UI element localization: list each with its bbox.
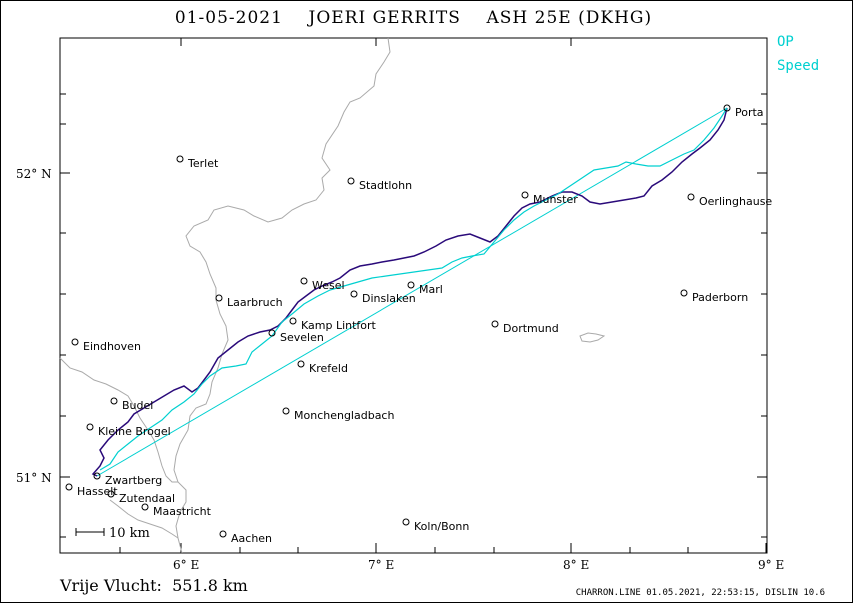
city-marker: Dortmund — [491, 320, 559, 335]
legend-op-label: OP — [777, 34, 794, 50]
city-label: Monchengladbach — [294, 409, 394, 422]
city-dot — [680, 289, 688, 297]
city-marker: Porta — [723, 104, 764, 119]
city-marker: Paderborn — [680, 289, 748, 304]
city-marker: Monchengladbach — [282, 407, 394, 422]
city-dot — [71, 338, 79, 346]
city-marker: Oerlinghause — [687, 193, 772, 208]
city-marker: Laarbruch — [215, 294, 283, 309]
city-marker: Munster — [521, 191, 578, 206]
city-label: Marl — [419, 283, 443, 296]
city-label: Porta — [735, 106, 764, 119]
city-dot — [268, 329, 276, 337]
city-label: Terlet — [187, 157, 219, 170]
city-dot — [402, 518, 410, 526]
latitude-labels: 52° N 51° N — [16, 167, 52, 485]
city-dot — [282, 407, 290, 415]
frame-ticks — [60, 38, 767, 553]
city-marker: Budel — [110, 397, 153, 412]
border-maas — [109, 499, 179, 539]
city-dot — [86, 423, 94, 431]
city-label: Munster — [533, 193, 578, 206]
scale-bar: 10 km — [75, 526, 150, 541]
city-label: Zwartberg — [105, 474, 162, 487]
city-dot — [219, 530, 227, 538]
longitude-tick-label: 9° E — [758, 558, 784, 572]
city-label: Kamp Lintfort — [301, 319, 377, 332]
city-label: Zutendaal — [119, 492, 175, 505]
city-dot — [215, 294, 223, 302]
city-marker: Kleine Brogel — [86, 423, 171, 438]
city-dot — [65, 483, 73, 491]
city-dot — [176, 155, 184, 163]
legend-op: OP — [777, 34, 794, 50]
city-marker: Aachen — [219, 530, 272, 545]
city-dot — [723, 104, 731, 112]
city-label: Kleine Brogel — [98, 425, 171, 438]
city-marker: Stadtlohn — [347, 177, 412, 192]
city-label: Koln/Bonn — [414, 520, 469, 533]
city-dot — [300, 277, 308, 285]
city-marker: Kamp Lintfort — [289, 317, 377, 332]
city-marker: Wesel — [300, 277, 345, 292]
city-marker: Marl — [407, 281, 443, 296]
city-marker: Maastricht — [141, 503, 212, 518]
program-info: CHARRON.LINE 01.05.2021, 22:53:15, DISLI… — [575, 588, 825, 598]
city-label: Oerlinghause — [699, 195, 772, 208]
longitude-tick-label: 8° E — [563, 558, 589, 572]
city-label: Budel — [122, 399, 153, 412]
country-border — [173, 37, 391, 554]
legend-speed-label: Speed — [777, 58, 820, 74]
map-frame — [59, 37, 768, 554]
city-dot — [110, 397, 118, 405]
longitude-tick-label: 7° E — [368, 558, 394, 572]
city-marker: Zwartberg — [93, 472, 162, 487]
city-marker: Sevelen — [268, 329, 324, 344]
city-dot — [289, 317, 297, 325]
city-dot — [93, 472, 101, 480]
city-label: Dinslaken — [362, 292, 416, 305]
city-label: Krefeld — [309, 362, 348, 375]
city-dot — [491, 320, 499, 328]
legend-speed: Speed — [777, 58, 819, 74]
city-dot — [107, 490, 115, 498]
lake-shape — [579, 332, 606, 343]
task-line — [96, 107, 728, 477]
city-dot — [687, 193, 695, 201]
city-label: Paderborn — [692, 291, 748, 304]
free-flight-distance: Vrije Vlucht: 551.8 km — [60, 576, 248, 595]
city-dot — [297, 360, 305, 368]
longitude-labels: 6° E 7° E 8° E 9° E — [173, 558, 784, 572]
city-label: Dortmund — [503, 322, 559, 335]
city-marker: Dinslaken — [350, 290, 416, 305]
city-dot — [521, 191, 529, 199]
op-track — [99, 107, 728, 471]
city-label: Laarbruch — [227, 296, 283, 309]
city-dot — [350, 290, 358, 298]
flight-title: 01-05-2021 JOERI GERRITS ASH 25E (DKHG) — [174, 8, 653, 28]
city-label: Sevelen — [280, 331, 324, 344]
latitude-tick-label: 52° N — [16, 167, 52, 181]
city-marker: Eindhoven — [71, 338, 141, 353]
city-dot — [407, 281, 415, 289]
city-marker: Krefeld — [297, 360, 348, 375]
flight-track — [91, 107, 728, 477]
city-dot — [141, 503, 149, 511]
city-marker: Terlet — [176, 155, 219, 170]
city-label: Aachen — [231, 532, 272, 545]
city-label: Eindhoven — [83, 340, 141, 353]
scale-bar-label: 10 km — [109, 526, 150, 541]
city-label: Stadtlohn — [359, 179, 412, 192]
city-label: Wesel — [312, 279, 345, 292]
latitude-tick-label: 51° N — [16, 471, 52, 485]
city-dot — [347, 177, 355, 185]
city-marker: Koln/Bonn — [402, 518, 469, 533]
city-markers: Terlet Stadtlohn Porta Munster Oerlinghause W… — [65, 104, 772, 545]
city-marker: Zutendaal — [107, 490, 175, 505]
longitude-tick-label: 6° E — [173, 558, 199, 572]
city-label: Maastricht — [153, 505, 212, 518]
